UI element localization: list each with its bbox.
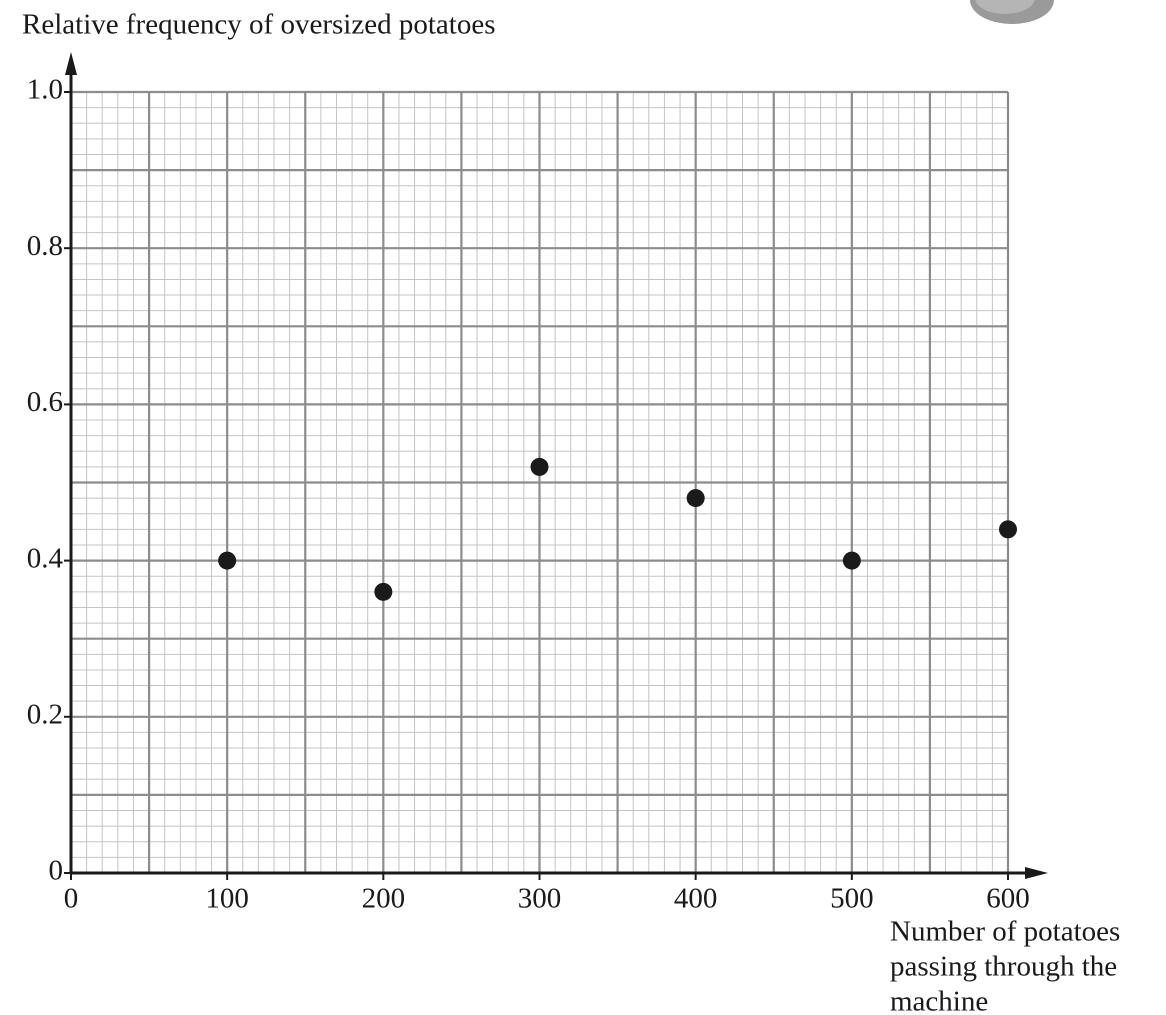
x-tick-label: 100 [205,883,249,915]
x-tick-label: 200 [362,883,406,915]
y-tick-label: 0.6 [27,386,63,418]
point [842,551,861,570]
x-tick-label: 300 [518,883,562,915]
x-axis-label: passing through the [890,951,1117,983]
y-tick-label: 0.4 [27,542,64,574]
point [530,457,549,476]
x-axis-label: machine [890,986,988,1015]
x-tick-label: 600 [986,883,1030,915]
y-tick-label: 1.0 [27,74,63,106]
potato-image [970,0,1054,24]
x-tick-label: 0 [64,883,79,915]
y-tick-label: 0 [49,855,64,887]
x-axis-arrow [1025,867,1048,879]
point [218,551,237,570]
x-axis-label: Number of potatoes [890,916,1120,948]
plot: 0 100 200 300 400 500 600 0 0.2 0.4 0.6 0.8 1.0 Numbe… [27,52,1120,1015]
y-axis-label: Relative frequency of oversized potatoes [22,9,495,41]
point [999,520,1017,539]
x-tick-label: 500 [830,883,874,915]
x-tick-label: 400 [674,883,718,915]
grid [69,90,1010,875]
y-axis-arrow [65,52,77,75]
point [374,582,393,601]
y-tick-label: 0.8 [27,230,63,262]
y-tick-label: 0.2 [27,698,63,730]
point [686,489,705,508]
